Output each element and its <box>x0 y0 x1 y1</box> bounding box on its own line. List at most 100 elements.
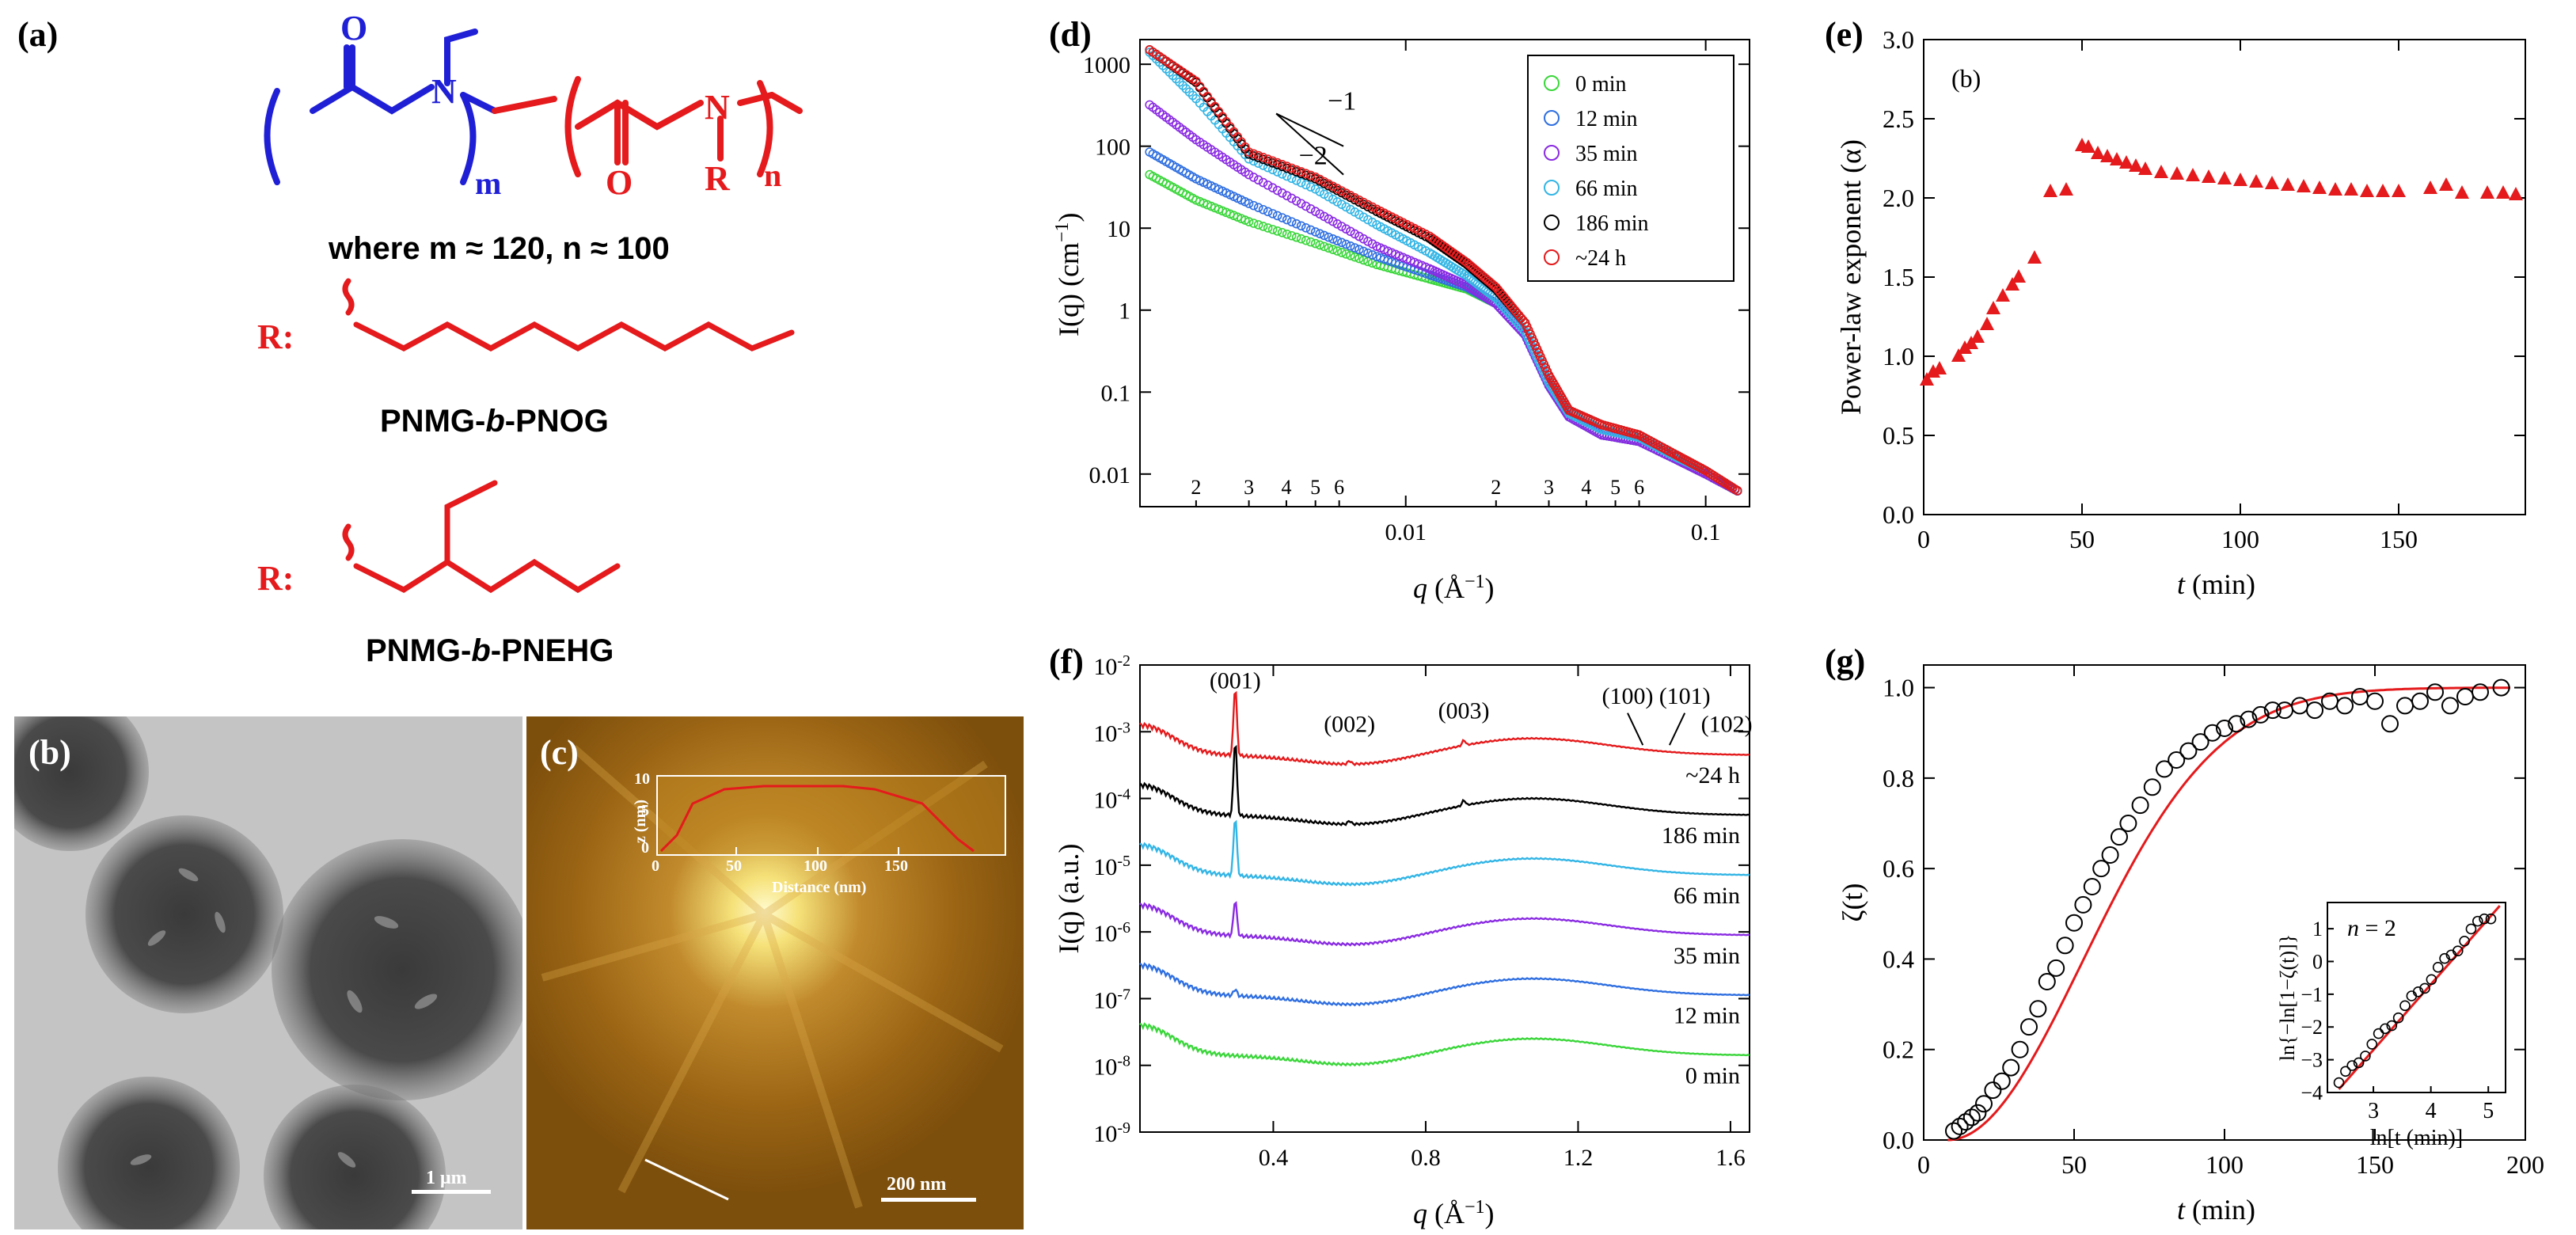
data-point <box>1324 232 1334 242</box>
data-point <box>2119 815 2137 832</box>
x-axis-label: q (Å−1) <box>1413 1197 1495 1229</box>
x-minor-tick-label: 2 <box>1491 476 1501 499</box>
data-point <box>2020 1018 2038 1036</box>
legend-marker <box>1544 249 1560 265</box>
data-point <box>1296 234 1306 244</box>
data-point <box>1291 218 1301 229</box>
data-point <box>1310 172 1320 182</box>
data-point <box>1341 249 1351 259</box>
data-point <box>1258 222 1268 231</box>
series-line <box>1139 901 1750 947</box>
x-minor-tick-label: 4 <box>1281 476 1291 499</box>
data-point <box>1248 173 1259 182</box>
afm-image: 0 50 100 150 5 10 0 Distance (nm) z (nm) 200 … <box>526 716 1024 1229</box>
data-point <box>2312 180 2327 194</box>
y-axis-label: I(q) (cm−1) <box>1052 213 1085 336</box>
data-point <box>1263 154 1273 164</box>
data-point <box>2110 152 2124 165</box>
data-point <box>2297 179 2311 192</box>
data-point <box>2143 778 2161 796</box>
data-point <box>1267 165 1278 175</box>
data-point <box>1984 1081 2002 1100</box>
data-point <box>1920 372 1934 386</box>
x-tick-label: 0.8 <box>1411 1145 1441 1171</box>
data-point <box>1244 154 1254 164</box>
chart-e-exponent: 0.0 0.5 1.0 1.5 2.0 2.5 3.0 0 50 100 150 (b) t (min)… <box>1835 25 2526 600</box>
data-point <box>1367 217 1377 227</box>
data-point <box>1341 188 1351 198</box>
data-point <box>2074 895 2092 914</box>
data-point <box>1951 1117 1969 1135</box>
data-point <box>1969 1104 1987 1122</box>
peak-label: (002) <box>1324 711 1375 737</box>
data-point <box>1367 250 1377 260</box>
legend: 0 min 12 min 35 min 66 min 186 min ~24 h <box>1527 55 1734 282</box>
y-tick-label: 0.4 <box>1883 944 1914 973</box>
y-tick-label: 0.1 <box>1101 380 1131 406</box>
data-point <box>2027 250 2042 264</box>
data-point <box>2056 937 2074 955</box>
data-point <box>1350 229 1360 239</box>
data-point <box>2119 155 2133 169</box>
series-line <box>1139 744 1750 826</box>
atom-r-red: R <box>705 159 731 198</box>
data-point <box>2202 169 2216 183</box>
x-tick-label: 150 <box>2356 1150 2394 1179</box>
y-tick-label: 0.0 <box>1883 1126 1914 1154</box>
data-point <box>2170 166 2184 180</box>
data-point <box>2129 158 2143 172</box>
data-point <box>1367 239 1377 249</box>
data-point <box>2344 182 2358 196</box>
inset-data-point <box>2472 915 2483 927</box>
atom-n-blue: N <box>431 72 457 111</box>
data-point <box>2186 168 2200 181</box>
data-point <box>1337 222 1347 231</box>
polymer-name-1: PNMG-b-PNOG <box>380 404 609 439</box>
x-tick-label: 100 <box>2221 525 2259 553</box>
data-point <box>1367 202 1377 212</box>
legend-label: 12 min <box>1575 107 1638 131</box>
data-point <box>2381 715 2399 733</box>
x-minor-tick-label: 3 <box>1244 476 1254 499</box>
svg-text:50: 50 <box>726 857 742 875</box>
y-axis-label: I(q) (a.u.) <box>1053 844 1085 954</box>
data-point <box>1282 215 1292 225</box>
data-point <box>1980 317 1994 330</box>
x-tick-label: 0.1 <box>1691 519 1721 545</box>
svg-text:100: 100 <box>804 857 827 875</box>
peak-label: (102) <box>1701 711 1753 737</box>
inset-data-point <box>2399 1000 2411 1012</box>
x-tick-label: 0 <box>1917 525 1930 553</box>
data-point <box>1346 204 1355 215</box>
data-point <box>1346 250 1355 260</box>
data-point <box>2423 180 2437 194</box>
data-point <box>1263 207 1273 217</box>
inset-x-tick-label: 3 <box>2368 1099 2379 1123</box>
peak-arrow <box>1669 712 1686 746</box>
svg-text:0: 0 <box>652 857 659 875</box>
peak-arrow <box>1627 712 1644 746</box>
data-point <box>1272 211 1282 221</box>
y-tick-label: 10-8 <box>1093 1053 1130 1081</box>
inset-data-point <box>2346 1060 2358 1071</box>
data-point <box>2168 751 2186 769</box>
data-point <box>1350 243 1360 253</box>
data-point <box>1363 200 1373 210</box>
tem-scalebar-label: 1 μm <box>426 1168 467 1188</box>
data-point <box>2111 828 2128 846</box>
data-point <box>2059 182 2073 196</box>
y-tick-label: 1000 <box>1083 52 1130 78</box>
data-point <box>1310 227 1320 237</box>
data-point <box>2217 171 2232 184</box>
inset-data-point <box>2386 1020 2398 1032</box>
data-point <box>2306 701 2323 720</box>
inset-y-tick-label: 1 <box>2312 918 2323 940</box>
tem-spherulites <box>14 716 522 1229</box>
panel-c-label: (c) <box>540 733 579 772</box>
data-point <box>2091 146 2105 159</box>
data-point <box>2265 176 2279 189</box>
data-point <box>1282 229 1292 239</box>
inset-y-label: ln{−ln[1−ζ(t)]} <box>2276 934 2299 1061</box>
data-point <box>2043 184 2057 197</box>
panel-f-label: (f) <box>1049 642 1084 681</box>
